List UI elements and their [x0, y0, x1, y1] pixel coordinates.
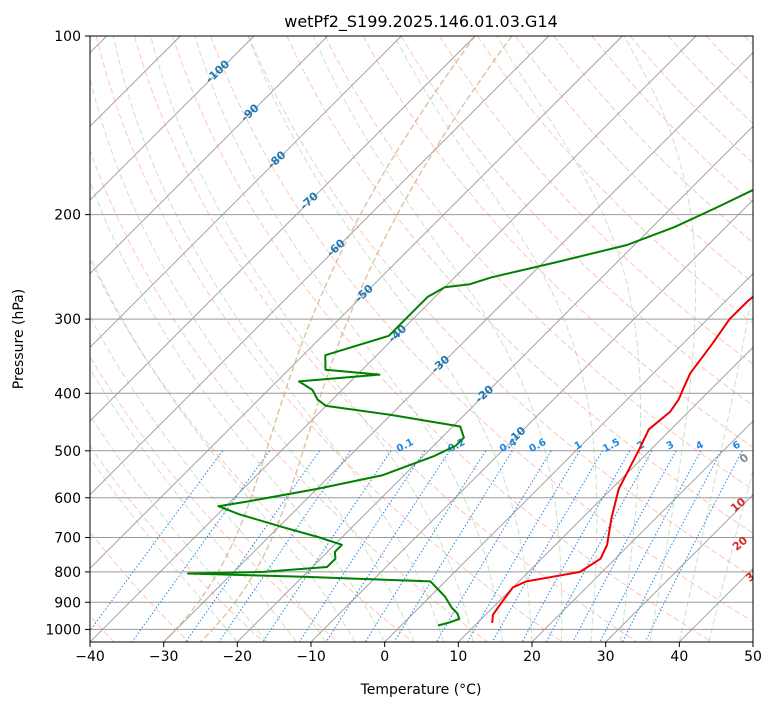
dry-adiabat-line [362, 36, 753, 449]
plot-frame [89, 35, 754, 643]
y-tick-label: 800 [54, 565, 81, 581]
x-tick-label: 10 [449, 649, 467, 665]
mixing-ratio-label: 8 [761, 439, 772, 452]
mixing-ratio-line [393, 450, 513, 642]
temperature-profile [491, 295, 753, 623]
sounding-profiles [186, 188, 753, 627]
isotherm-line [90, 36, 623, 569]
theta-e-label: 30 [743, 565, 763, 585]
dry-adiabat-line [172, 36, 712, 642]
moist-adiabat-line [112, 36, 445, 642]
moist-adiabat-line [90, 254, 356, 642]
x-tick-label: −20 [223, 649, 253, 665]
isotherm-line [90, 36, 549, 496]
background-lines [90, 36, 753, 642]
y-tick-label: 900 [54, 595, 81, 611]
dry-adiabat-line [515, 36, 753, 284]
mixing-ratio-line [644, 450, 743, 642]
moist-adiabat-line [90, 457, 238, 642]
mixing-ratio-line [131, 450, 271, 642]
dry-adiabat-line [90, 531, 190, 642]
mixing-ratio-label: 4 [694, 439, 705, 452]
dewpoint-profile [186, 188, 753, 627]
y-tick-label: 200 [54, 208, 81, 224]
isotherm-line [752, 641, 753, 642]
x-tick-label: 50 [744, 649, 762, 665]
y-axis-label: Pressure (hPa) [11, 289, 27, 389]
mixing-ratio-line [572, 450, 677, 642]
isotherm-line [90, 36, 255, 201]
isotherm-line [90, 36, 328, 275]
dry-adiabat-line [95, 36, 563, 642]
y-tick-label: 500 [54, 444, 81, 460]
x-tick-label: 0 [380, 649, 389, 665]
mixing-ratio-label: 1 [573, 440, 584, 453]
x-tick-label: 30 [597, 649, 615, 665]
moist-adiabat-line [90, 367, 297, 642]
mixing-ratio-line [90, 450, 224, 632]
x-tick-label: −30 [149, 649, 179, 665]
mixing-ratio-line [599, 450, 702, 642]
x-axis: −40 −30 −20 −10 0 10 20 30 40 50 [75, 642, 762, 665]
moist-adiabat-line [312, 36, 563, 642]
theta-e-line [199, 36, 513, 642]
mixing-ratio-line [545, 450, 653, 642]
isotherm-line [237, 125, 753, 642]
isotherm-line [605, 494, 753, 642]
mixing-ratio-line [185, 450, 321, 642]
isotherm-line [531, 420, 753, 642]
dry-adiabat-line [477, 36, 753, 324]
dry-adiabat-line [133, 36, 638, 642]
moist-adiabat-line [678, 283, 753, 642]
dry-adiabat-line [591, 36, 753, 204]
mixing-ratio-label: 6 [731, 439, 742, 452]
x-tick-label: 40 [670, 649, 688, 665]
moist-adiabat-line [90, 76, 415, 642]
dry-adiabat-line [629, 36, 753, 164]
chart-title: wetPf2_S199.2025.146.01.03.G14 [284, 12, 558, 32]
dry-adiabat-line [90, 259, 414, 642]
dry-adiabat-line [438, 36, 753, 365]
mixing-ratio-line [521, 450, 631, 642]
plot-background [90, 36, 753, 642]
isotherm-line [90, 36, 402, 348]
dry-adiabat-line [400, 36, 753, 407]
mixing-ratio-line [364, 450, 487, 642]
theta-e-label: 40 [756, 596, 775, 616]
moist-adiabat-line [90, 180, 386, 642]
isotherm-line [90, 36, 476, 422]
mixing-ratio-label: 3 [665, 439, 676, 452]
mixing-ratio-line [325, 450, 451, 642]
isotherm-line [90, 36, 697, 642]
moist-adiabat-line [247, 36, 533, 642]
isotherm-line [458, 346, 753, 642]
x-axis-label: Temperature (°C) [360, 682, 482, 698]
moist-adiabat-line [90, 414, 268, 642]
x-tick-label: 20 [523, 649, 541, 665]
y-tick-label: 100 [54, 29, 81, 45]
y-tick-label: 400 [54, 386, 81, 402]
moist-adiabat-line [623, 36, 697, 642]
mixing-ratio-line [218, 450, 351, 642]
isotherm-line [384, 273, 753, 642]
dry-adiabat-line [248, 36, 753, 578]
moist-adiabat-line [496, 36, 641, 642]
y-axis: 100 200 300 400 500 600 700 800 900 1000 [45, 29, 90, 638]
y-tick-label: 300 [54, 312, 81, 328]
isotherm-line [163, 52, 753, 642]
y-tick-label: 600 [54, 491, 81, 507]
theta-e-line [163, 36, 476, 642]
y-tick-label: 1000 [45, 622, 81, 638]
mixing-ratio-line [262, 450, 392, 642]
dry-adiabat-line [90, 445, 264, 642]
y-tick-label: 700 [54, 531, 81, 547]
dry-adiabat-line [210, 36, 753, 623]
x-tick-label: −40 [75, 649, 105, 665]
isotherm-line [310, 199, 753, 642]
x-tick-label: −10 [296, 649, 326, 665]
mixing-ratio-line [621, 450, 722, 642]
moist-adiabat-line [393, 36, 598, 642]
